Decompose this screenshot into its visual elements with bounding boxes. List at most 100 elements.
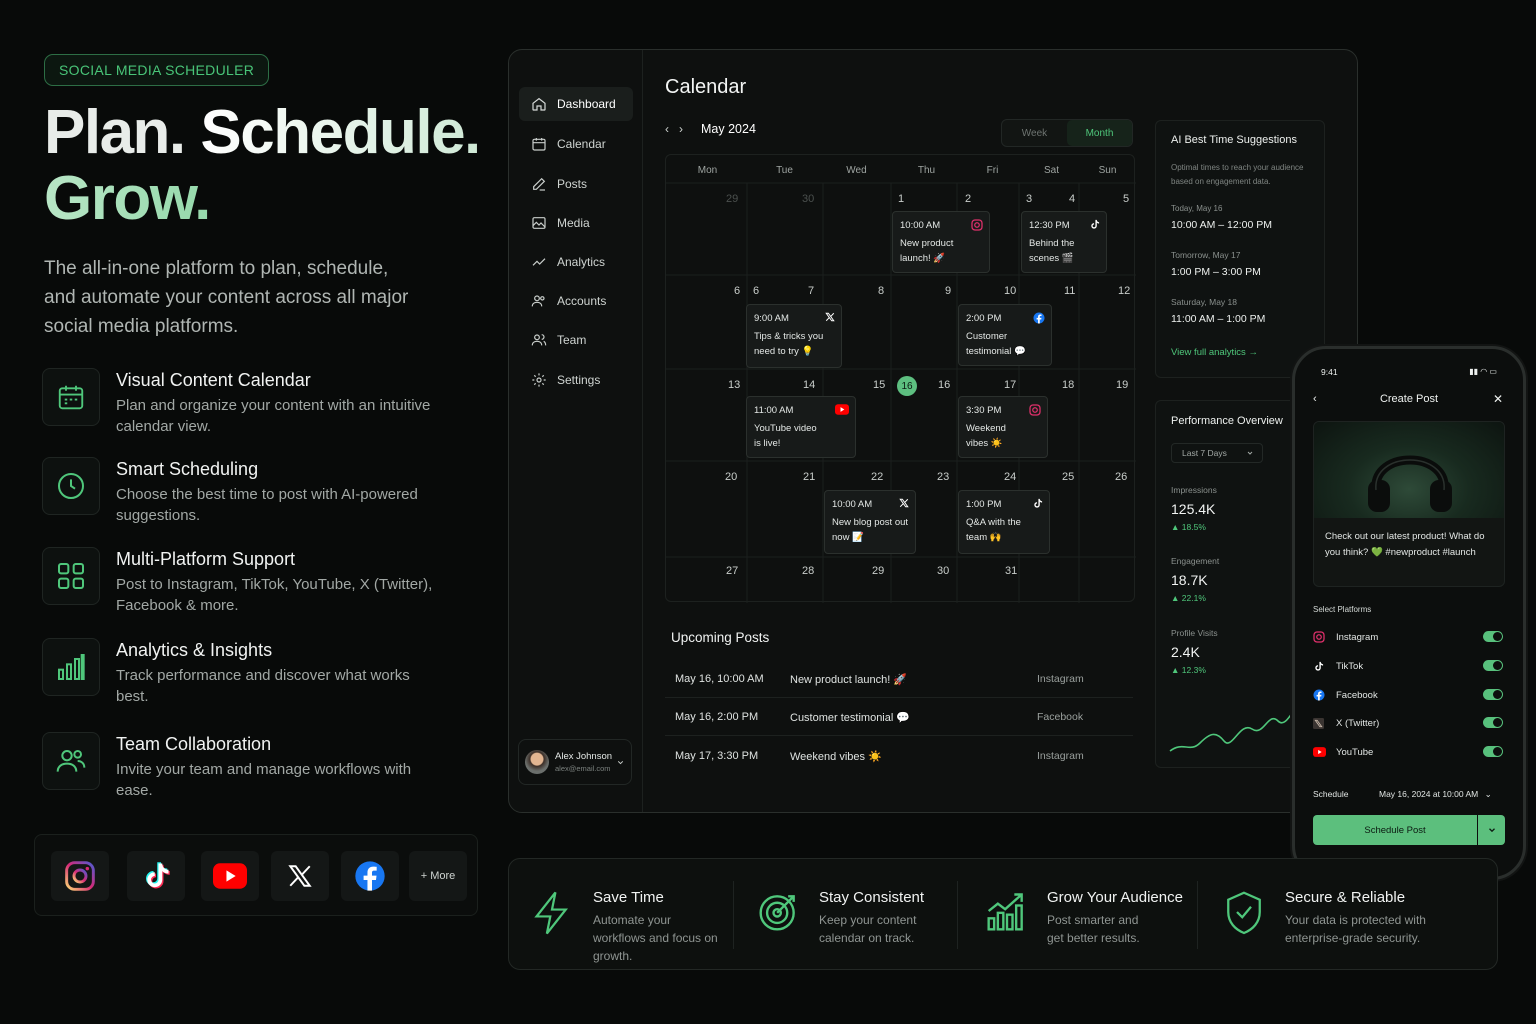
day-number[interactable]: 21	[803, 471, 816, 483]
day-number[interactable]: 7	[808, 285, 815, 297]
youtube-icon[interactable]	[201, 851, 259, 901]
tiktok-icon[interactable]	[127, 851, 185, 901]
toggle-switch[interactable]	[1483, 689, 1503, 700]
feature-title: Smart Scheduling	[116, 459, 259, 479]
platform-toggle-row[interactable]: Facebook	[1313, 685, 1503, 705]
day-number[interactable]: 31	[1005, 565, 1018, 577]
day-number[interactable]: 30	[802, 193, 815, 205]
platform-bar: + More	[34, 834, 478, 916]
upcoming-row[interactable]: May 16, 10:00 AM New product launch! 🚀 I…	[665, 660, 1133, 698]
day-number[interactable]: 25	[1062, 471, 1075, 483]
toggle-switch[interactable]	[1483, 660, 1503, 671]
calendar-event[interactable]: 1:00 PM Q&A with the team 🙌	[958, 490, 1050, 554]
day-number[interactable]: 29	[726, 193, 739, 205]
day-number[interactable]: 28	[802, 565, 815, 577]
sidebar-item-calendar[interactable]: Calendar	[519, 127, 633, 161]
day-number[interactable]: 11	[1064, 285, 1076, 297]
back-button[interactable]: ‹	[1313, 393, 1317, 405]
day-number[interactable]: 23	[937, 471, 950, 483]
day-number[interactable]: 22	[871, 471, 884, 483]
sidebar-label: Posts	[557, 177, 588, 191]
instagram-icon[interactable]	[51, 851, 109, 901]
folder-image-icon	[532, 217, 546, 229]
feature-title: Multi-Platform Support	[116, 549, 296, 569]
calendar-event[interactable]: 3:30 PM Weekend vibes ☀️	[958, 396, 1048, 458]
more-platforms-button[interactable]: + More	[409, 851, 467, 901]
calendar-event[interactable]: 12:30 PM Behind the scenes 🎬	[1021, 211, 1107, 273]
day-number[interactable]: 8	[878, 285, 885, 297]
sidebar-label: Accounts	[557, 294, 607, 308]
clock-icon	[42, 457, 100, 515]
calendar-event[interactable]: 9:00 AM Tips & tricks you need to try 💡	[746, 304, 842, 368]
day-number[interactable]: 2	[965, 193, 972, 205]
facebook-icon[interactable]	[341, 851, 399, 901]
sidebar-item-posts[interactable]: Posts	[519, 167, 633, 201]
ai-slot-time: 11:00 AM – 1:00 PM	[1171, 313, 1266, 325]
month-view-button[interactable]: Month	[1067, 120, 1132, 146]
day-number[interactable]: 24	[1004, 471, 1017, 483]
today-marker[interactable]: 16	[897, 376, 917, 396]
week-view-button[interactable]: Week	[1021, 127, 1048, 139]
toggle-switch[interactable]	[1483, 631, 1503, 642]
day-number[interactable]: 30	[937, 565, 950, 577]
sidebar-item-dashboard[interactable]: Dashboard	[519, 87, 633, 121]
day-number[interactable]: 1	[898, 193, 905, 205]
day-number[interactable]: 14	[803, 379, 816, 391]
view-analytics-link[interactable]: View full analytics →	[1171, 347, 1258, 358]
next-month-button[interactable]: ›	[679, 122, 683, 136]
platform-toggle-row[interactable]: YouTube	[1313, 742, 1503, 762]
user-menu[interactable]: Alex Johnson alex@email.com	[518, 739, 632, 785]
day-number[interactable]: 26	[1115, 471, 1128, 483]
schedule-post-button[interactable]: Schedule Post	[1313, 815, 1477, 845]
calendar-event[interactable]: 2:00 PM Customer testimonial 💬	[958, 304, 1052, 366]
day-number[interactable]: 18	[1062, 379, 1075, 391]
sidebar-item-team[interactable]: Team	[519, 323, 633, 357]
day-number[interactable]: 29	[872, 565, 885, 577]
prev-month-button[interactable]: ‹	[665, 122, 669, 136]
day-number[interactable]: 10	[1004, 285, 1017, 297]
day-number[interactable]: 27	[726, 565, 739, 577]
day-number[interactable]: 5	[1123, 193, 1130, 205]
day-number[interactable]: 20	[725, 471, 738, 483]
upcoming-row[interactable]: May 16, 2:00 PM Customer testimonial 💬 F…	[665, 698, 1133, 736]
toggle-switch[interactable]	[1483, 746, 1503, 757]
post-caption[interactable]: Check out our latest product! What do yo…	[1325, 531, 1485, 558]
calendar-event[interactable]: 10:00 AM New blog post out now 📝	[824, 490, 916, 554]
sidebar-item-accounts[interactable]: Accounts	[519, 284, 633, 318]
platform-toggle-row[interactable]: Instagram	[1313, 627, 1503, 647]
day-number[interactable]: 16	[938, 379, 951, 391]
upcoming-row[interactable]: May 17, 3:30 PM Weekend vibes ☀️ Instagr…	[665, 737, 1133, 775]
x-twitter-icon[interactable]	[271, 851, 329, 901]
day-number[interactable]: 9	[945, 285, 952, 297]
sidebar-label: Calendar	[557, 137, 606, 151]
calendar-event[interactable]: 10:00 AM New product launch! 🚀	[892, 211, 990, 273]
event-time: 10:00 AM	[900, 220, 941, 231]
calendar-event[interactable]: 11:00 AM YouTube video is live!	[746, 396, 856, 458]
platform-toggle-row[interactable]: TikTok	[1313, 656, 1503, 676]
schedule-datetime-select[interactable]: May 16, 2024 at 10:00 AM ⌄	[1379, 789, 1492, 799]
sidebar-item-media[interactable]: Media	[519, 206, 633, 240]
day-number[interactable]: 6	[734, 285, 741, 297]
day-number[interactable]: 12	[1118, 285, 1131, 297]
platform-name: X (Twitter)	[1336, 717, 1380, 729]
toggle-switch[interactable]	[1483, 717, 1503, 728]
stat-label: Engagement	[1171, 556, 1220, 566]
platform-toggle-row[interactable]: X (Twitter)	[1313, 713, 1503, 733]
day-number[interactable]: 13	[728, 379, 741, 391]
phone-mockup: 9:41 ▮▮ ◠ ▭ ‹ Create Post ✕ Check out ou…	[1292, 346, 1526, 880]
close-icon[interactable]: ✕	[1492, 392, 1503, 406]
view-toggle: Week Month	[1001, 119, 1133, 147]
day-number[interactable]: 17	[1004, 379, 1017, 391]
range-select[interactable]: Last 7 Days	[1171, 443, 1263, 463]
day-number[interactable]: 6	[753, 285, 760, 297]
day-number[interactable]: 15	[873, 379, 886, 391]
weekday-header: Mon	[697, 165, 718, 176]
sidebar-item-analytics[interactable]: Analytics	[519, 245, 633, 279]
stat-label: Profile Visits	[1171, 628, 1218, 638]
day-number[interactable]: 4	[1069, 193, 1076, 205]
day-number[interactable]: 3	[1026, 193, 1033, 205]
day-number[interactable]: 19	[1116, 379, 1129, 391]
sidebar-item-settings[interactable]: Settings	[519, 363, 633, 397]
schedule-options-button[interactable]	[1478, 815, 1505, 845]
benefit-title: Stay Consistent	[819, 889, 925, 906]
